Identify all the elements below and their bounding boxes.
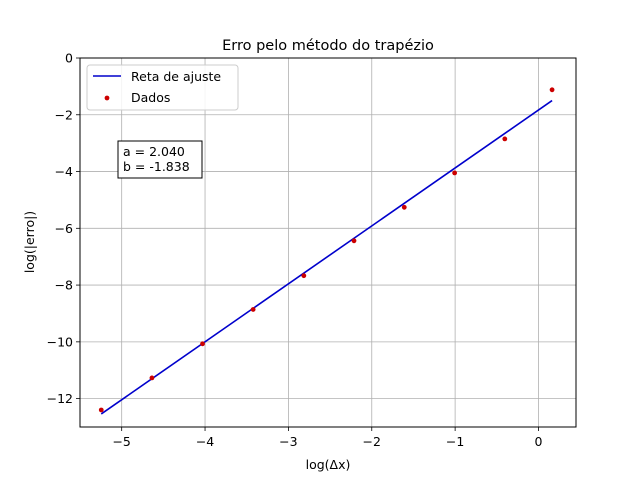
data-point — [452, 170, 458, 176]
fit-parameter-a: a = 2.040 — [123, 144, 185, 159]
legend-entry-fit: Reta de ajuste — [131, 69, 221, 84]
legend-marker-swatch — [104, 95, 110, 101]
y-tick-label: −8 — [55, 278, 73, 293]
x-tick-label: −1 — [446, 434, 464, 449]
y-tick-label: −10 — [47, 334, 73, 349]
x-tick-label: −2 — [363, 434, 381, 449]
data-point — [549, 87, 555, 93]
y-tick-label: −2 — [55, 107, 73, 122]
data-point — [149, 375, 155, 381]
fit-parameter-b: b = -1.838 — [123, 159, 190, 174]
x-axis-label: log(Δx) — [306, 457, 351, 472]
y-tick-label: −12 — [47, 391, 73, 406]
legend-entry-data: Dados — [131, 90, 170, 105]
data-point — [401, 204, 407, 210]
fit-line — [100, 99, 553, 415]
y-axis-ticks: −12 −10 −8 −6 −4 −2 0 — [47, 51, 80, 406]
plot-area — [98, 87, 555, 415]
chart-title: Erro pelo método do trapézio — [222, 38, 434, 54]
legend-frame — [86, 64, 239, 111]
grid-lines — [80, 57, 576, 427]
data-point — [351, 238, 357, 244]
x-tick-label: −5 — [112, 434, 130, 449]
legend: Reta de ajuste Dados — [86, 64, 239, 111]
x-tick-label: −4 — [196, 434, 214, 449]
x-tick-label: 0 — [535, 434, 543, 449]
fit-parameters-frame — [117, 140, 203, 179]
y-tick-label: 0 — [65, 51, 73, 66]
y-axis-label: log(|erro|) — [22, 211, 37, 273]
y-tick-label: −6 — [55, 221, 73, 236]
fit-parameters-box: a = 2.040 b = -1.838 — [117, 140, 203, 179]
data-point — [301, 273, 307, 279]
y-tick-label: −4 — [55, 164, 73, 179]
x-tick-label: −3 — [279, 434, 297, 449]
x-axis-ticks: −5 −4 −3 −2 −1 0 — [112, 427, 543, 449]
axes-frame — [79, 57, 577, 428]
data-point — [98, 407, 104, 413]
data-point — [502, 136, 508, 142]
data-point — [250, 307, 256, 312]
data-point — [200, 341, 205, 347]
